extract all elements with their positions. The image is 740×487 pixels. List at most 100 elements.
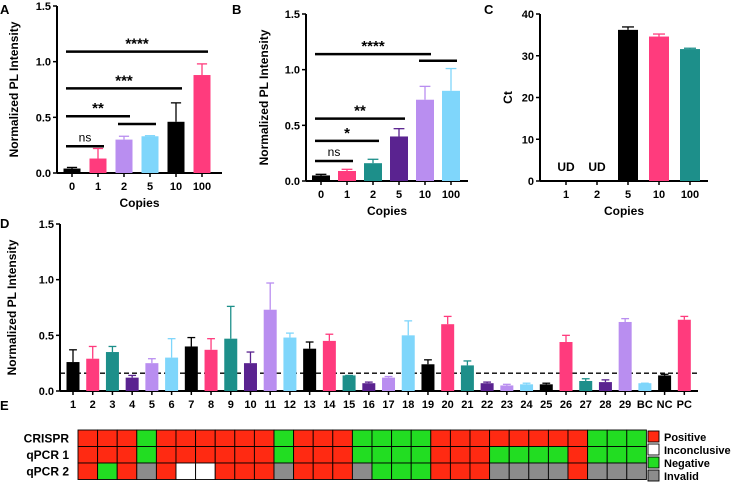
significance-label-b: *	[344, 125, 350, 142]
y-axis-title-a: Normalized PL Intensity	[7, 21, 21, 157]
bar-d-2	[86, 358, 100, 391]
panel-label-d: D	[0, 216, 9, 231]
y-tick-label-a: 1.0	[36, 57, 51, 69]
x-tick-label-d: 14	[323, 399, 336, 411]
x-tick-label-a: 10	[170, 181, 182, 193]
bar-d-23	[500, 385, 514, 391]
bar-b-10	[416, 99, 434, 181]
result-cell	[508, 429, 530, 447]
x-tick-label-b: 0	[318, 189, 324, 201]
bar-a-10	[167, 121, 185, 173]
result-cell	[214, 462, 236, 480]
result-cell	[567, 446, 589, 464]
result-cell	[410, 429, 432, 447]
x-tick-label-d: NC	[657, 399, 673, 411]
result-cell	[332, 462, 353, 480]
x-tick-label-d: 19	[422, 399, 434, 411]
x-tick-label-d: 15	[343, 399, 355, 411]
x-tick-label-d: 23	[501, 399, 513, 411]
bar-d-9	[224, 338, 238, 391]
result-cell	[214, 429, 236, 447]
result-cell	[293, 429, 314, 447]
bar-d-7	[184, 346, 198, 391]
result-cell	[449, 429, 471, 447]
x-tick-label-d: 3	[109, 399, 115, 411]
result-cell	[195, 446, 216, 464]
x-tick-label-d: 26	[560, 399, 572, 411]
result-cell	[77, 446, 99, 464]
bar-d-28	[598, 382, 612, 391]
result-cell	[449, 462, 471, 480]
x-tick-label-d: 1	[70, 399, 76, 411]
result-cell	[253, 462, 275, 480]
bar-a-100	[193, 75, 211, 173]
result-cell	[155, 429, 177, 447]
x-axis-title-c: Copies	[604, 204, 644, 218]
result-cell	[567, 462, 589, 480]
x-tick-label-d: 13	[304, 399, 316, 411]
x-tick-label-b: 100	[442, 189, 460, 201]
result-cell	[273, 446, 295, 464]
bar-d-NC	[658, 375, 672, 391]
result-cell	[469, 462, 491, 480]
result-cell	[547, 462, 569, 480]
result-cell	[528, 446, 549, 464]
bar-d-4	[125, 377, 139, 391]
result-cell	[77, 462, 99, 480]
x-tick-label-d: 5	[149, 399, 155, 411]
bar-d-6	[165, 357, 179, 391]
result-cell	[234, 429, 255, 447]
x-tick-label-a: 5	[147, 181, 153, 193]
result-cell	[606, 462, 628, 480]
result-cell	[410, 446, 432, 464]
x-tick-label-d: 16	[363, 399, 375, 411]
panel-label-c: C	[484, 2, 494, 17]
result-cell	[116, 429, 138, 447]
bar-d-21	[460, 365, 474, 391]
result-cell	[469, 446, 491, 464]
x-tick-label-d: 28	[599, 399, 611, 411]
y-tick-label-c: 0	[528, 176, 534, 188]
data-label-c: UD	[588, 160, 606, 174]
bar-d-5	[145, 363, 159, 391]
x-tick-label-c: 5	[625, 189, 631, 201]
result-cell	[430, 429, 451, 447]
bar-b-0	[312, 175, 330, 181]
bar-c-5	[618, 29, 638, 181]
bar-d-8	[204, 349, 218, 391]
y-tick-label-b: 0.5	[285, 120, 300, 132]
result-cell	[489, 446, 510, 464]
y-axis-title-d: Normalized PL Intensity	[5, 239, 19, 375]
result-cell	[351, 429, 373, 447]
x-tick-label-d: 11	[264, 399, 276, 411]
x-tick-label-d: 7	[188, 399, 194, 411]
bar-d-1	[66, 362, 80, 391]
result-cell	[587, 462, 608, 480]
result-cell	[293, 446, 314, 464]
y-tick-label-d: 1.5	[39, 219, 54, 231]
bar-d-24	[520, 384, 534, 391]
bar-d-19	[421, 364, 435, 391]
x-tick-label-a: 1	[95, 181, 101, 193]
significance-label-a: ns	[79, 130, 92, 144]
result-cell	[116, 446, 138, 464]
x-tick-label-d: 22	[481, 399, 493, 411]
x-tick-label-d: 4	[129, 399, 136, 411]
panel-label-a: A	[0, 2, 10, 17]
result-cell	[195, 462, 216, 480]
bar-d-17	[382, 377, 396, 391]
y-tick-label-c: 40	[522, 9, 534, 21]
bar-c-10	[649, 36, 669, 181]
result-cell	[371, 446, 393, 464]
result-cell	[312, 462, 334, 480]
result-cell	[528, 429, 549, 447]
result-cell	[155, 446, 177, 464]
result-cell	[312, 429, 334, 447]
result-cell	[175, 446, 197, 464]
legend-label-invalid: Invalid	[664, 471, 699, 483]
y-axis-title-c: Ct	[501, 91, 515, 104]
result-cell	[606, 429, 628, 447]
x-tick-label-a: 2	[121, 181, 127, 193]
result-cell	[391, 462, 412, 480]
